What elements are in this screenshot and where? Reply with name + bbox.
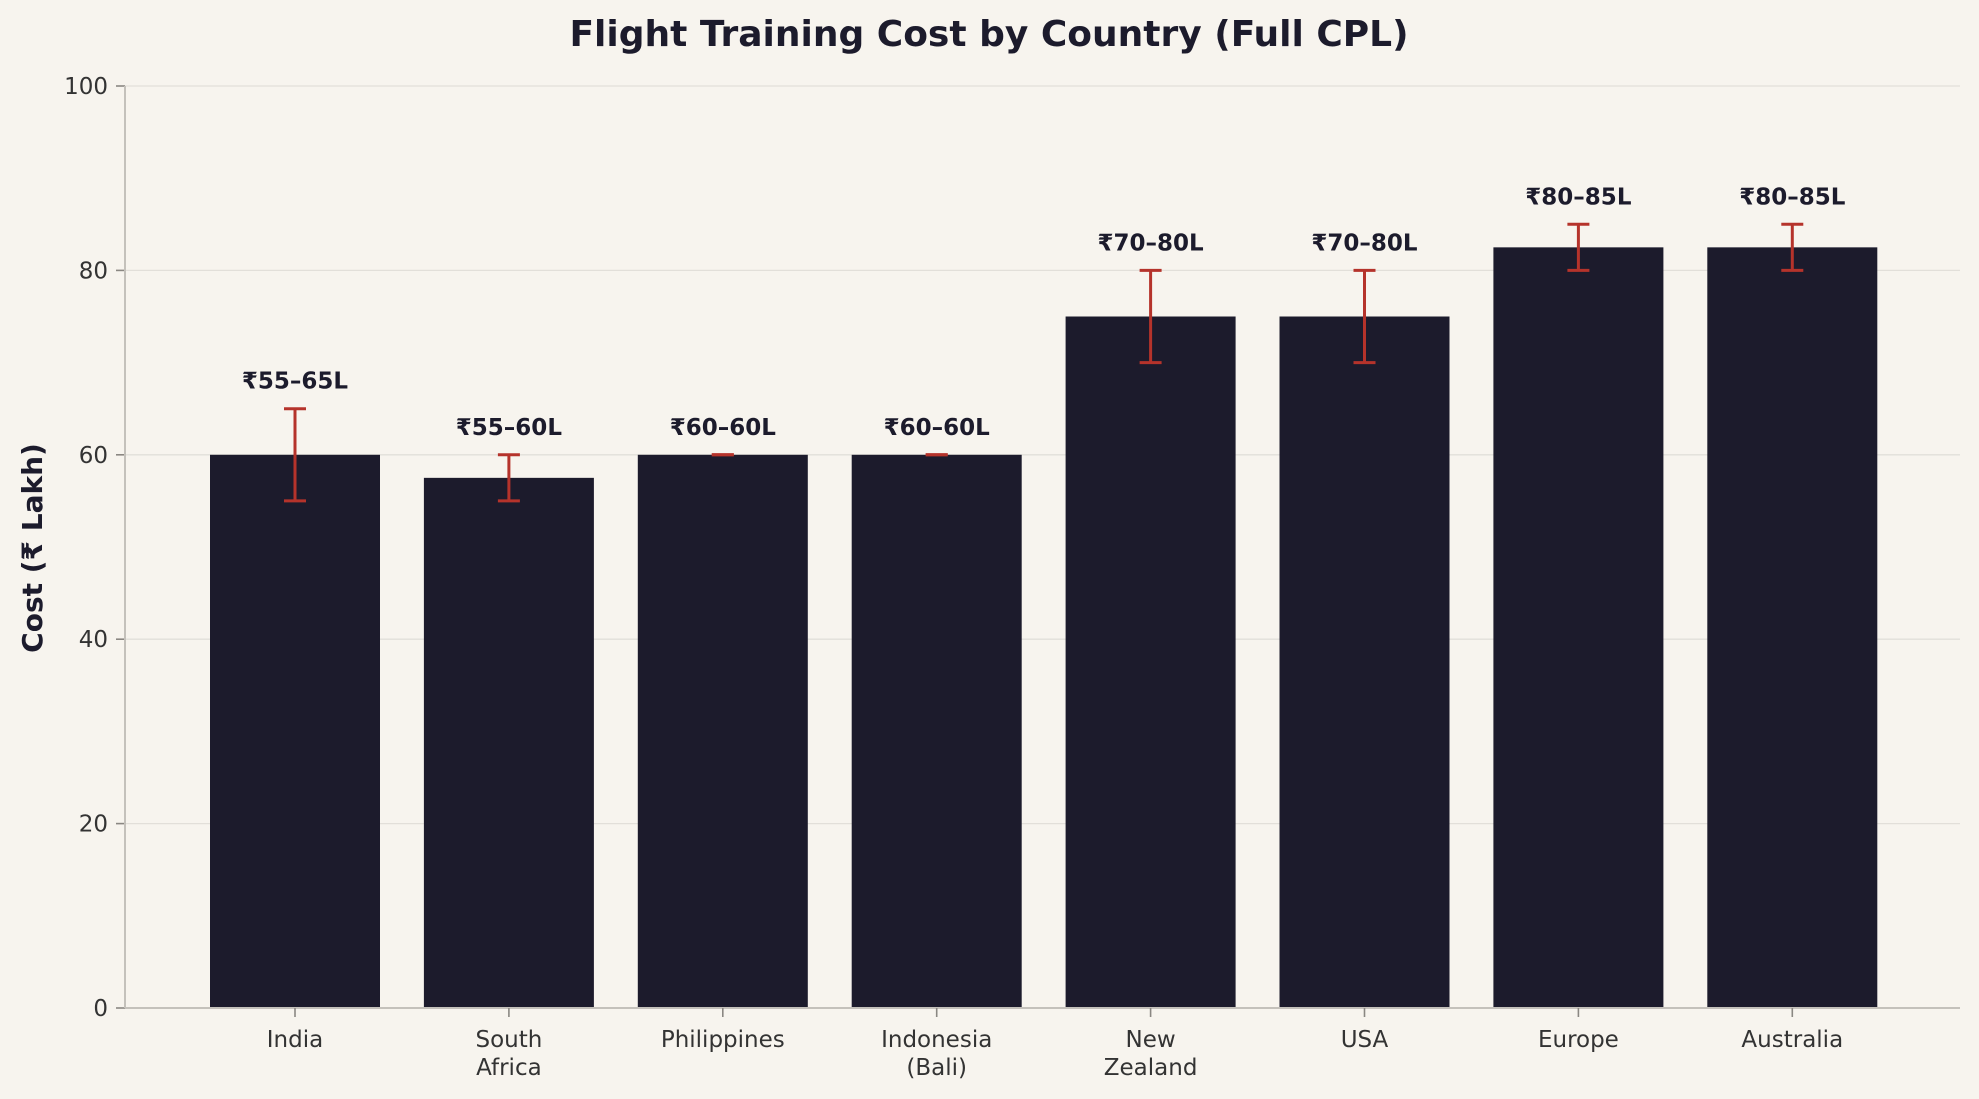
- x-tick-label: South Africa: [475, 1027, 542, 1081]
- x-tick-label: India: [267, 1027, 323, 1053]
- x-tick-label: Philippines: [661, 1027, 785, 1053]
- x-tick-label-line: Indonesia: [881, 1027, 992, 1053]
- x-tick-label: Europe: [1538, 1027, 1619, 1053]
- x-tick-label-line: New: [1126, 1027, 1176, 1053]
- data-label: ₹80–85L: [1739, 184, 1846, 210]
- data-label: ₹55–60L: [456, 415, 563, 441]
- bar: [210, 454, 380, 1008]
- x-tick-label-line: South: [475, 1027, 542, 1053]
- bar: [1065, 316, 1236, 1008]
- y-tick-label: 80: [79, 258, 108, 284]
- bar: [1493, 247, 1664, 1009]
- y-axis-title: Cost (₹ Lakh): [16, 443, 49, 653]
- x-tick-label: USA: [1341, 1027, 1389, 1053]
- x-tick-label-line: Zealand: [1104, 1055, 1198, 1081]
- bar: [1279, 316, 1450, 1008]
- data-label: ₹70–80L: [1311, 230, 1418, 256]
- data-label: ₹55–65L: [242, 369, 349, 395]
- error-bars: [284, 222, 1804, 503]
- y-tick-label: 100: [64, 74, 108, 100]
- bar: [637, 454, 808, 1008]
- y-tick-label: 0: [93, 996, 108, 1022]
- data-label: ₹70–80L: [1098, 230, 1205, 256]
- x-tick-label-line: Europe: [1538, 1027, 1619, 1053]
- data-label: ₹60–60L: [670, 415, 777, 441]
- chart-title: Flight Training Cost by Country (Full CP…: [569, 14, 1408, 55]
- data-label: ₹80–85L: [1525, 184, 1632, 210]
- y-tick-label: 40: [79, 627, 108, 653]
- y-tick-label: 20: [79, 812, 108, 838]
- data-labels: ₹55–65L ₹55–60L ₹60–60L ₹60–60L ₹70–80L ₹70–8…: [242, 184, 1846, 441]
- bar: [1707, 247, 1878, 1009]
- x-tick-label: New Zealand: [1104, 1027, 1198, 1081]
- bars: [210, 247, 1878, 1009]
- x-tick-label-line: India: [267, 1027, 323, 1053]
- data-label: ₹60–60L: [884, 415, 991, 441]
- bar: [423, 477, 594, 1009]
- x-tick-label-line: (Bali): [906, 1055, 967, 1081]
- x-tick-label-line: Australia: [1741, 1027, 1843, 1053]
- x-tick-label: Australia: [1741, 1027, 1843, 1053]
- y-tick-label: 60: [79, 443, 108, 469]
- axes: 0 20 40 60 80 100 India South Africa Philippines I…: [64, 74, 1960, 1081]
- x-tick-label: Indonesia (Bali): [881, 1027, 992, 1081]
- x-tick-label-line: Philippines: [661, 1027, 785, 1053]
- x-tick-label-line: USA: [1341, 1027, 1389, 1053]
- x-tick-label-line: Africa: [476, 1055, 542, 1081]
- bar: [851, 454, 1022, 1008]
